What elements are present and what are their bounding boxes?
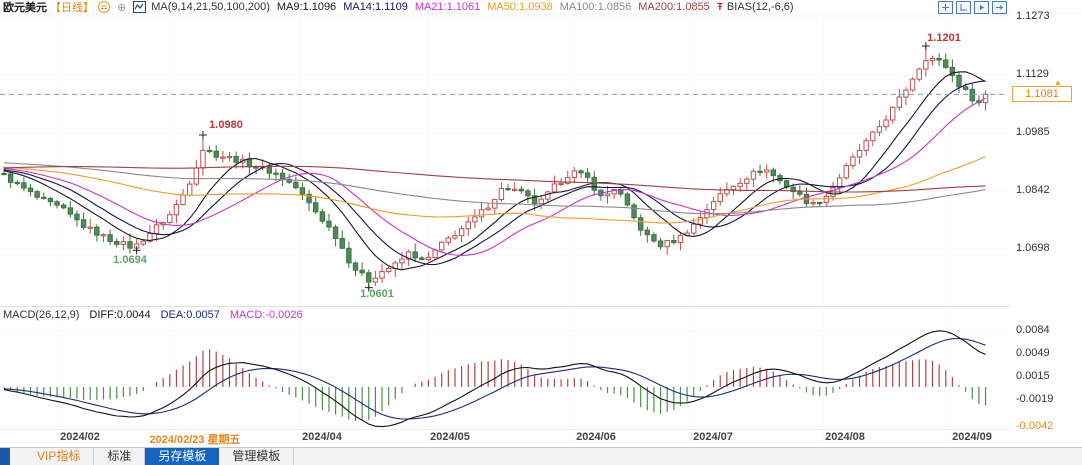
month-axis-label: 2024/02 bbox=[60, 431, 100, 443]
high-price-annotation: 1.1201 bbox=[927, 32, 961, 44]
price-axis: 1.1273 1.1129 1.0985 1.0842 1.0698 0.0084 0.00… bbox=[1010, 10, 1082, 447]
ma21-value: MA21:1.1061 bbox=[414, 1, 481, 13]
low-price-annotation: 1.0601 bbox=[360, 287, 394, 300]
ma50-value: MA50:1.0938 bbox=[487, 1, 553, 13]
price-up-arrow-icon: ▲ bbox=[1054, 78, 1062, 88]
chart-settings-icon[interactable] bbox=[133, 1, 147, 13]
play-forward-icon[interactable] bbox=[974, 1, 989, 14]
template-tab-bar: VIP指标 标准 另存模板 管理模板 bbox=[0, 447, 1082, 465]
high-price-annotation: 1.0980 bbox=[209, 119, 243, 131]
export-window-icon[interactable] bbox=[992, 1, 1007, 14]
tab-accent-block bbox=[0, 448, 10, 465]
ma100-value: MA100:1.0856 bbox=[559, 1, 632, 13]
tab-save-template[interactable]: 另存模板 bbox=[145, 448, 220, 465]
tab-manage-template[interactable]: 管理模板 bbox=[219, 448, 295, 465]
bias-label: BIAS(12,-6,6) bbox=[726, 1, 794, 13]
macd-legend: MACD(26,12,9) DIFF:0.0044 DEA:0.0057 MAC… bbox=[3, 309, 303, 321]
month-axis-label: 2024/09 bbox=[952, 431, 992, 443]
chart-toolbar bbox=[938, 1, 1007, 14]
period-label: 【日线】 bbox=[50, 2, 94, 14]
selected-date-label: 2024/02/23 星期五 bbox=[149, 434, 241, 446]
price-tick-label: 1.0842 bbox=[1016, 183, 1050, 196]
macd-dea-value: DEA:0.0057 bbox=[160, 309, 220, 321]
month-axis-label: 2024/04 bbox=[302, 431, 342, 443]
add-indicator-icon[interactable]: ⊕ bbox=[117, 1, 127, 14]
ma14-value: MA14:1.1109 bbox=[343, 1, 408, 13]
crosshair-tool-icon[interactable] bbox=[938, 1, 953, 14]
macd-diff-value: DIFF:0.0044 bbox=[89, 309, 151, 321]
month-axis-label: 2024/06 bbox=[576, 431, 616, 443]
month-axis-label: 2024/05 bbox=[430, 431, 470, 443]
macd-tick-label: 0.0084 bbox=[1016, 324, 1050, 336]
macd-tick-label: 0.0015 bbox=[1016, 369, 1050, 382]
ma200-value: MA200:1.0855 bbox=[638, 1, 710, 13]
coin-icon[interactable] bbox=[98, 1, 110, 13]
current-price-box: 1.1081 bbox=[1012, 86, 1072, 103]
tab-standard[interactable]: 标准 bbox=[94, 448, 146, 465]
time-axis: 2024/02 2024/02/23 星期五 2024/04 2024/05 2024/… bbox=[0, 429, 1010, 447]
chart-legend-bar: 欧元美元 【日线】 ⊕ MA(9,14,21,50,100,200) MA9:1… bbox=[0, 0, 794, 14]
price-tick-label: 1.1129 bbox=[1016, 68, 1049, 80]
tab-vip-indicators[interactable]: VIP指标 bbox=[24, 448, 95, 465]
macd-min-label: -0.0042 bbox=[1016, 420, 1054, 432]
macd-params-label: MACD(26,12,9) bbox=[3, 309, 80, 321]
low-price-annotation: 1.0694 bbox=[113, 254, 147, 267]
macd-hist-value: MACD:-0.0026 bbox=[229, 309, 303, 321]
month-axis-label: 2024/07 bbox=[693, 431, 733, 443]
price-tick-label: 1.1273 bbox=[1016, 10, 1050, 22]
indicator-flag-icon[interactable]: Ŧ bbox=[716, 1, 723, 13]
price-tick-label: 1.0985 bbox=[1016, 126, 1050, 138]
chart-layout-icon[interactable] bbox=[956, 1, 971, 14]
price-tick-label: 1.0698 bbox=[1016, 241, 1050, 254]
month-axis-label: 2024/08 bbox=[825, 431, 865, 443]
macd-tick-label: -0.0019 bbox=[1016, 392, 1054, 405]
macd-tick-label: 0.0049 bbox=[1016, 347, 1050, 360]
ma9-value: MA9:1.1096 bbox=[276, 1, 337, 13]
symbol-title: 欧元美元 bbox=[3, 2, 47, 14]
ma-group-label: MA(9,14,21,50,100,200) bbox=[151, 1, 270, 13]
